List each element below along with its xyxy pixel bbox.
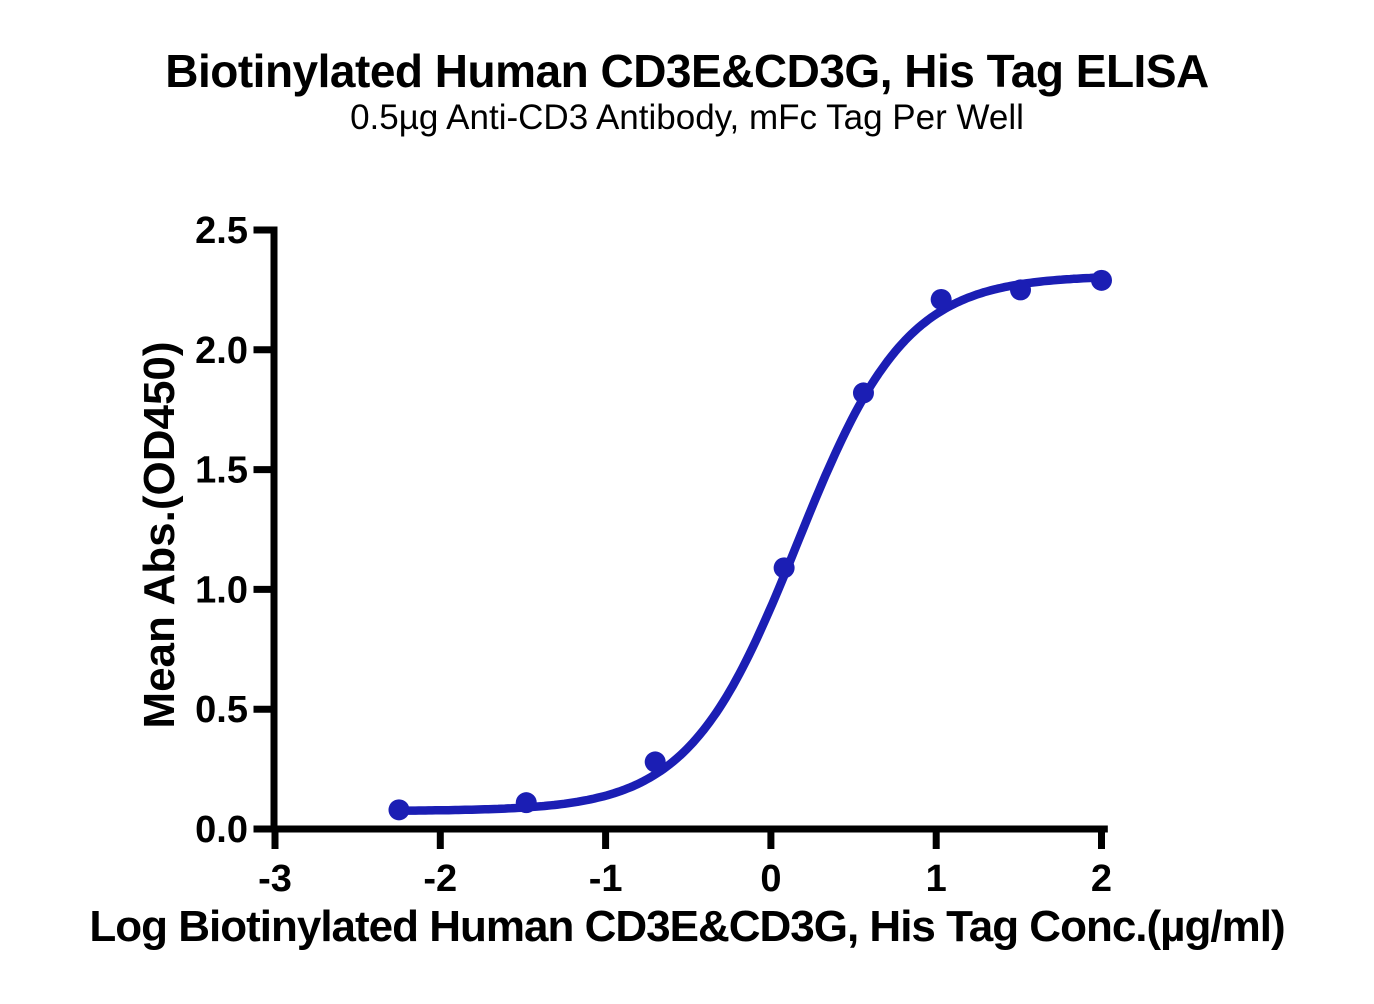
y-tick-label: 1.5 <box>195 450 248 492</box>
y-tick-label: 2.0 <box>195 330 248 372</box>
x-tick-label: -1 <box>589 858 623 900</box>
y-tick-label: 2.5 <box>195 210 248 252</box>
x-tick-label: 0 <box>760 858 781 900</box>
x-tick-label: -2 <box>423 858 457 900</box>
data-point <box>773 557 795 579</box>
data-point <box>852 382 874 404</box>
x-tick-label: 2 <box>1091 858 1112 900</box>
data-point <box>1010 279 1032 301</box>
data-point <box>1091 269 1112 291</box>
data-point <box>930 288 952 310</box>
x-tick-label: -3 <box>258 858 292 900</box>
data-point <box>388 799 410 821</box>
chart-title: Biotinylated Human CD3E&CD3G, His Tag EL… <box>165 45 1209 97</box>
chart-subtitle: 0.5µg Anti-CD3 Antibody, mFc Tag Per Wel… <box>350 98 1024 137</box>
x-axis-title: Log Biotinylated Human CD3E&CD3G, His Ta… <box>89 902 1285 951</box>
y-tick-label: 1.0 <box>195 569 248 611</box>
data-point <box>515 792 537 814</box>
data-point <box>644 751 666 773</box>
y-tick-label: 0.5 <box>195 689 248 731</box>
x-tick-label: 1 <box>926 858 947 900</box>
fit-curve <box>394 273 1105 815</box>
y-tick-label: 0.0 <box>195 809 248 851</box>
